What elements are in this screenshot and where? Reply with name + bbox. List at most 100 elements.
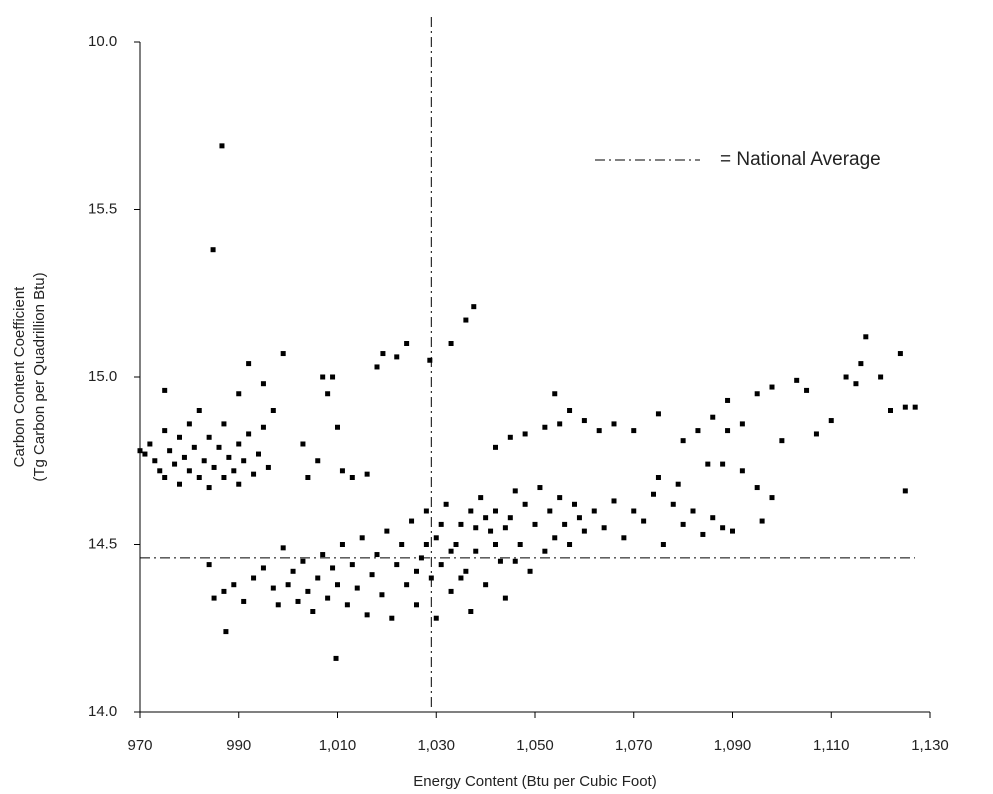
- point: [522, 431, 528, 437]
- point: [572, 501, 577, 507]
- point: [897, 351, 903, 357]
- point: [181, 454, 187, 460]
- point: [567, 542, 573, 547]
- point: [221, 421, 227, 427]
- point: [196, 475, 202, 480]
- point: [300, 558, 306, 564]
- point: [394, 562, 400, 568]
- point: [404, 341, 410, 346]
- legend-label: = National Average: [720, 149, 881, 170]
- point: [320, 552, 326, 558]
- point: [705, 461, 711, 467]
- point: [473, 548, 479, 554]
- point: [488, 528, 494, 534]
- point: [720, 461, 726, 467]
- point: [502, 525, 508, 531]
- point: [364, 471, 370, 477]
- point: [463, 317, 469, 323]
- point: [769, 495, 775, 501]
- point: [912, 404, 918, 410]
- point: [414, 568, 419, 574]
- point: [380, 351, 386, 357]
- point: [359, 535, 365, 541]
- point: [260, 565, 266, 571]
- point: [162, 428, 168, 434]
- point: [216, 444, 222, 450]
- point: [557, 421, 563, 427]
- point: [902, 404, 908, 410]
- y-tick-label: 14.0: [88, 703, 117, 720]
- point: [219, 143, 225, 149]
- point: [369, 572, 375, 578]
- point: [695, 428, 701, 434]
- x-tick-label: 1,030: [417, 737, 455, 754]
- point: [507, 434, 513, 440]
- point: [448, 548, 454, 554]
- point: [167, 448, 173, 454]
- point: [423, 542, 429, 547]
- x-tick-label: 1,010: [319, 737, 357, 754]
- point: [453, 542, 459, 547]
- point: [655, 411, 661, 417]
- point: [300, 441, 306, 447]
- point: [280, 351, 286, 357]
- point: [423, 508, 429, 514]
- point: [418, 555, 424, 561]
- point: [221, 588, 227, 594]
- point: [206, 434, 212, 440]
- x-tick-label: 1,090: [714, 737, 752, 754]
- point: [320, 374, 326, 380]
- y-tick-label: 10.0: [88, 33, 117, 50]
- point: [596, 428, 602, 434]
- point: [325, 391, 331, 397]
- point: [241, 598, 247, 604]
- point: [177, 481, 182, 487]
- point: [651, 491, 656, 497]
- point: [581, 418, 587, 424]
- point: [206, 485, 212, 491]
- point: [700, 531, 706, 537]
- point: [438, 562, 444, 568]
- point: [828, 418, 834, 424]
- point: [433, 535, 439, 541]
- point: [448, 341, 454, 346]
- point: [537, 485, 543, 491]
- point: [611, 498, 617, 504]
- point: [137, 448, 143, 454]
- point: [246, 361, 252, 367]
- point: [157, 468, 163, 474]
- point: [339, 468, 345, 474]
- point: [739, 421, 745, 427]
- point: [177, 434, 182, 440]
- point: [562, 521, 568, 527]
- point: [542, 424, 548, 430]
- point: [448, 588, 454, 594]
- point: [670, 501, 676, 507]
- point: [794, 377, 800, 383]
- point: [512, 558, 518, 564]
- point: [680, 438, 686, 444]
- point: [344, 602, 350, 608]
- point: [557, 495, 563, 501]
- point: [507, 515, 513, 521]
- point: [468, 609, 474, 614]
- point: [576, 515, 582, 521]
- point: [172, 461, 178, 467]
- point: [759, 518, 765, 524]
- point: [231, 582, 237, 588]
- point: [858, 361, 864, 367]
- point: [186, 421, 192, 427]
- point: [236, 441, 242, 447]
- point: [206, 562, 212, 568]
- point: [270, 408, 276, 413]
- point: [226, 454, 232, 460]
- point: [458, 575, 464, 581]
- point: [754, 485, 760, 491]
- point: [655, 475, 661, 480]
- point: [710, 515, 716, 521]
- point: [211, 595, 217, 601]
- point: [333, 655, 339, 661]
- x-tick-label: 1,050: [516, 737, 554, 754]
- point: [384, 528, 390, 534]
- point: [631, 428, 637, 434]
